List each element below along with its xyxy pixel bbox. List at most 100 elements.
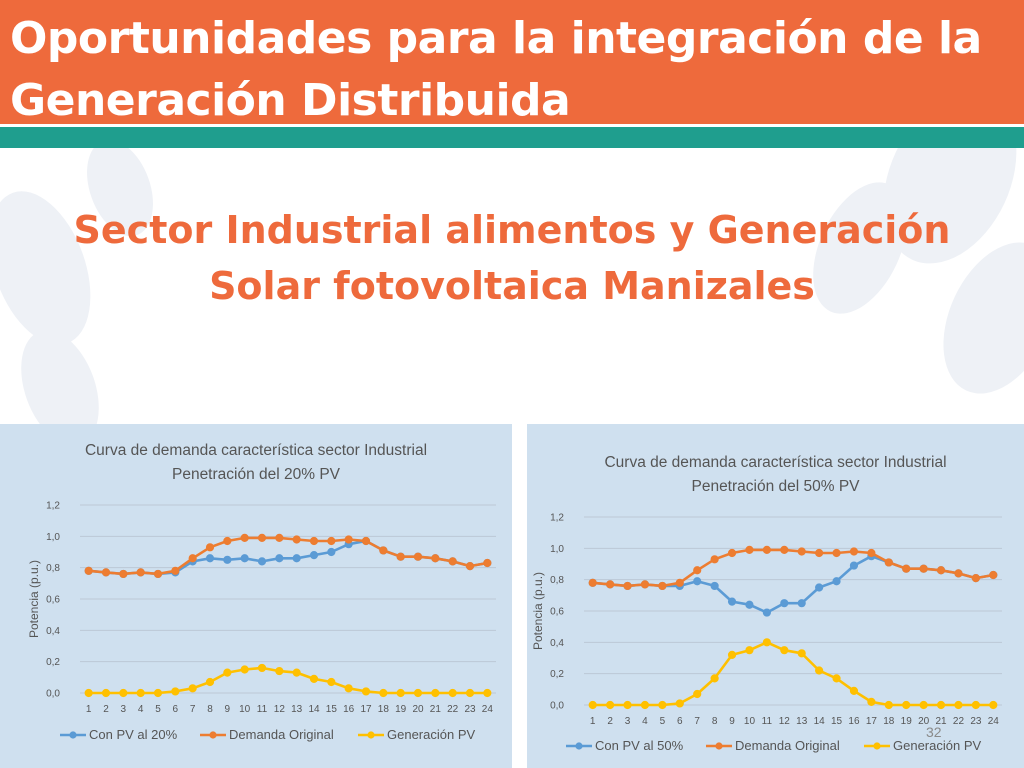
legend-label: Generación PV (387, 727, 475, 742)
x-tick-label: 13 (796, 716, 808, 727)
data-point (275, 554, 284, 563)
y-axis-label: Potencia (p.u.) (27, 560, 41, 638)
legend-marker (873, 742, 881, 750)
data-point (188, 684, 197, 693)
x-tick-label: 17 (866, 716, 878, 727)
data-point (483, 688, 492, 698)
chart-panel-20pct: Curva de demanda característica sector I… (0, 424, 512, 768)
data-point (989, 700, 998, 710)
legend-marker (69, 731, 77, 739)
slide-subtitle: Sector Industrial alimentos y Generación… (73, 208, 951, 308)
x-tick-label: 24 (482, 704, 494, 715)
chart-panel-50pct: Curva de demanda característica sector I… (527, 424, 1024, 768)
y-tick-label: 0,6 (46, 595, 60, 606)
data-point (797, 547, 806, 556)
data-point (309, 551, 319, 560)
header-stripe (0, 124, 1024, 148)
x-tick-label: 23 (970, 716, 982, 727)
background-decoration (0, 148, 1024, 446)
x-tick-label: 19 (901, 716, 913, 727)
y-tick-label: 1,0 (550, 544, 564, 555)
data-point (84, 688, 93, 698)
slide-header: Oportunidades para la integración de la … (0, 0, 1024, 124)
data-point (640, 580, 650, 589)
x-tick-label: 16 (343, 704, 355, 715)
data-point (727, 548, 737, 558)
data-point (136, 568, 145, 577)
data-point (745, 600, 754, 609)
chart-50pct: Curva de demanda característica sector I… (531, 454, 1002, 753)
data-point (971, 574, 980, 583)
legend-label: Con PV al 50% (595, 738, 684, 753)
y-tick-label: 0,4 (550, 638, 564, 649)
y-tick-label: 0,8 (550, 575, 564, 586)
series-line (88, 536, 488, 576)
data-point (902, 564, 911, 573)
data-point (884, 700, 893, 710)
y-tick-label: 0,2 (46, 657, 60, 668)
data-point (292, 554, 301, 563)
data-point (884, 558, 893, 567)
x-tick-label: 12 (779, 716, 791, 727)
y-tick-label: 1,2 (550, 513, 564, 524)
data-point (745, 646, 754, 655)
x-tick-label: 17 (360, 704, 372, 715)
data-point (936, 566, 946, 575)
x-tick-label: 2 (103, 704, 109, 715)
x-tick-label: 15 (326, 704, 338, 715)
data-point (693, 577, 702, 586)
y-tick-label: 0,0 (550, 701, 564, 712)
x-tick-label: 15 (831, 716, 843, 727)
data-point (780, 599, 789, 608)
data-point (797, 599, 806, 608)
data-point (867, 697, 876, 706)
data-point (483, 558, 492, 568)
x-tick-label: 21 (430, 704, 442, 715)
data-point (413, 552, 423, 561)
data-point (762, 608, 771, 617)
data-point (84, 566, 93, 575)
data-point (745, 545, 754, 555)
legend-label: Demanda Original (229, 727, 334, 742)
data-point (344, 535, 353, 544)
data-point (606, 580, 615, 589)
x-tick-label: 23 (464, 704, 476, 715)
data-point (727, 650, 737, 659)
data-point (710, 555, 719, 564)
data-point (136, 688, 145, 698)
data-point (119, 688, 128, 698)
data-point (223, 555, 232, 564)
legend-label: Con PV al 20% (89, 727, 178, 742)
chart-subtitle: Penetración del 20% PV (172, 466, 341, 483)
data-point (431, 688, 440, 698)
data-point (623, 700, 632, 710)
data-point (413, 688, 423, 698)
data-point (762, 545, 771, 555)
x-tick-label: 5 (660, 716, 666, 727)
y-tick-label: 0,4 (46, 626, 60, 637)
x-tick-label: 19 (395, 704, 407, 715)
y-tick-label: 0,6 (550, 607, 564, 618)
x-tick-label: 14 (814, 716, 826, 727)
x-tick-label: 11 (762, 716, 773, 727)
data-point (240, 665, 249, 674)
x-tick-label: 1 (590, 716, 596, 727)
data-point (919, 564, 928, 573)
data-point (257, 557, 267, 566)
y-tick-label: 1,0 (46, 532, 60, 543)
data-point (379, 688, 388, 698)
data-point (448, 688, 457, 698)
data-point (153, 688, 163, 698)
x-tick-label: 8 (712, 716, 718, 727)
data-point (762, 638, 771, 647)
series-line (88, 666, 488, 695)
data-point (101, 568, 111, 577)
data-point (832, 577, 841, 586)
data-point (171, 687, 180, 696)
data-point (379, 546, 388, 555)
x-tick-label: 20 (412, 704, 424, 715)
x-tick-label: 11 (257, 704, 268, 715)
data-point (465, 688, 475, 698)
legend-marker (715, 742, 723, 750)
legend-label: Demanda Original (735, 738, 840, 753)
